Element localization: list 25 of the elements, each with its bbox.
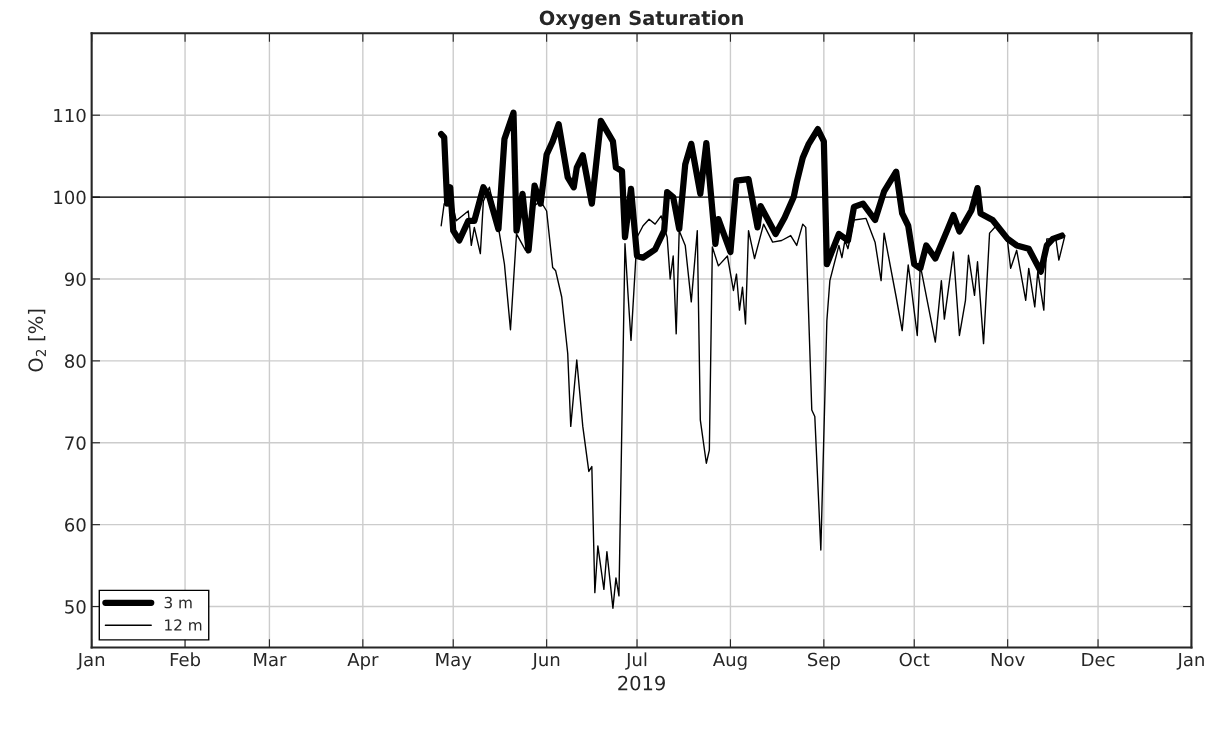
y-tick-label: 110 [54,108,86,123]
x-tick-label: Dec [1082,652,1115,667]
legend-label: 3 m [164,596,192,609]
x-tick-label: Apr [347,652,379,670]
x-tick-label: Aug [712,652,747,670]
x-tick-label: Mar [254,652,287,667]
y-tick-label: 70 [65,436,86,450]
y-tick-label: 90 [64,272,86,287]
legend-label: 12 m [165,619,202,631]
y-axis-title: O$_{2}$ [%] [27,309,46,372]
x-tick-label: Jan [1176,652,1204,670]
y-tick-label: 80 [65,354,86,368]
chart-title: Oxygen Saturation [539,10,743,30]
x-axis-title: 2019 [618,675,665,691]
x-tick-label: Sep [808,652,840,670]
x-tick-label: Nov [991,652,1025,667]
x-tick-label: Feb [170,652,201,667]
x-tick-label: Jul [625,652,647,670]
x-tick-label: Oct [899,652,930,667]
x-tick-label: May [436,652,472,670]
x-tick-label: Jun [531,652,560,670]
y-tick-label: 100 [54,190,86,205]
y-tick-label: 50 [65,600,86,614]
x-tick-label: Jan [76,652,105,670]
y-tick-label: 60 [65,518,86,532]
